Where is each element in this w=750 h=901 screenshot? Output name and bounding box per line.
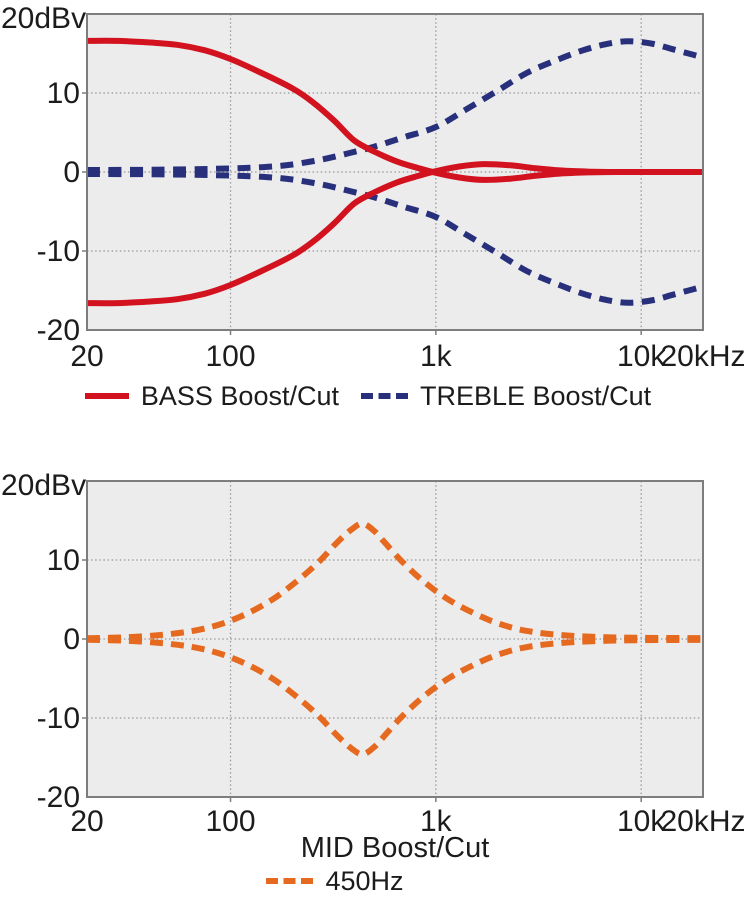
bass-legend-label: BASS Boost/Cut — [140, 380, 339, 411]
y-axis-unit-label: 20dBv — [1, 2, 86, 35]
x-tick-label: 1k — [420, 340, 453, 373]
treble-line-swatch — [361, 393, 408, 399]
x-tick-label: 20kHz — [660, 805, 745, 838]
x-axis-title: MID Boost/Cut — [301, 832, 490, 864]
bass-cut-curve — [86, 161, 704, 307]
x-tick-label: 100 — [205, 340, 255, 373]
x-tick-label: 10k — [617, 340, 666, 373]
x-tick-label: 10k — [617, 805, 666, 838]
y-tick-label: -10 — [37, 702, 80, 735]
y-tick-label: 10 — [47, 544, 80, 577]
mid-boost-curve — [86, 520, 704, 642]
mid-response-chart: 20dBv MID Boost/Cut 20 100 1k 10k20kHz100-1… — [1, 469, 746, 864]
y-tick-label: -20 — [37, 314, 80, 347]
treble-legend-label: TREBLE Boost/Cut — [420, 380, 652, 411]
treble-boost-curve — [86, 38, 704, 173]
mid-line-swatch — [266, 878, 314, 884]
x-tick-label: 20kHz — [660, 340, 745, 373]
y-tick-label: 10 — [47, 77, 80, 110]
y-tick-label: 0 — [63, 623, 80, 656]
x-tick-label: 1k — [420, 805, 453, 838]
tone-chart-legend: BASS Boost/Cut TREBLE Boost/Cut — [84, 380, 703, 412]
treble-cut-curve — [86, 171, 704, 306]
x-tick-label: 20 — [70, 340, 103, 373]
y-tick-label: -10 — [37, 235, 80, 268]
bass-line-swatch — [84, 393, 129, 399]
legend-item-mid-450hz: 450Hz — [266, 865, 404, 897]
mid-cut-curve — [86, 636, 704, 758]
y-tick-label: 0 — [63, 156, 80, 189]
x-tick-label: 20 — [70, 805, 103, 838]
x-tick-label: 100 — [205, 805, 255, 838]
legend-item-bass: BASS Boost/Cut — [84, 380, 339, 412]
legend-item-treble: TREBLE Boost/Cut — [361, 381, 651, 412]
y-tick-label: -20 — [37, 781, 80, 814]
bass-boost-curve — [86, 37, 704, 183]
mid-chart-legend: 450Hz — [87, 866, 703, 896]
y-axis-unit-label: 20dBv — [1, 469, 86, 502]
mid-legend-label: 450Hz — [325, 865, 404, 896]
